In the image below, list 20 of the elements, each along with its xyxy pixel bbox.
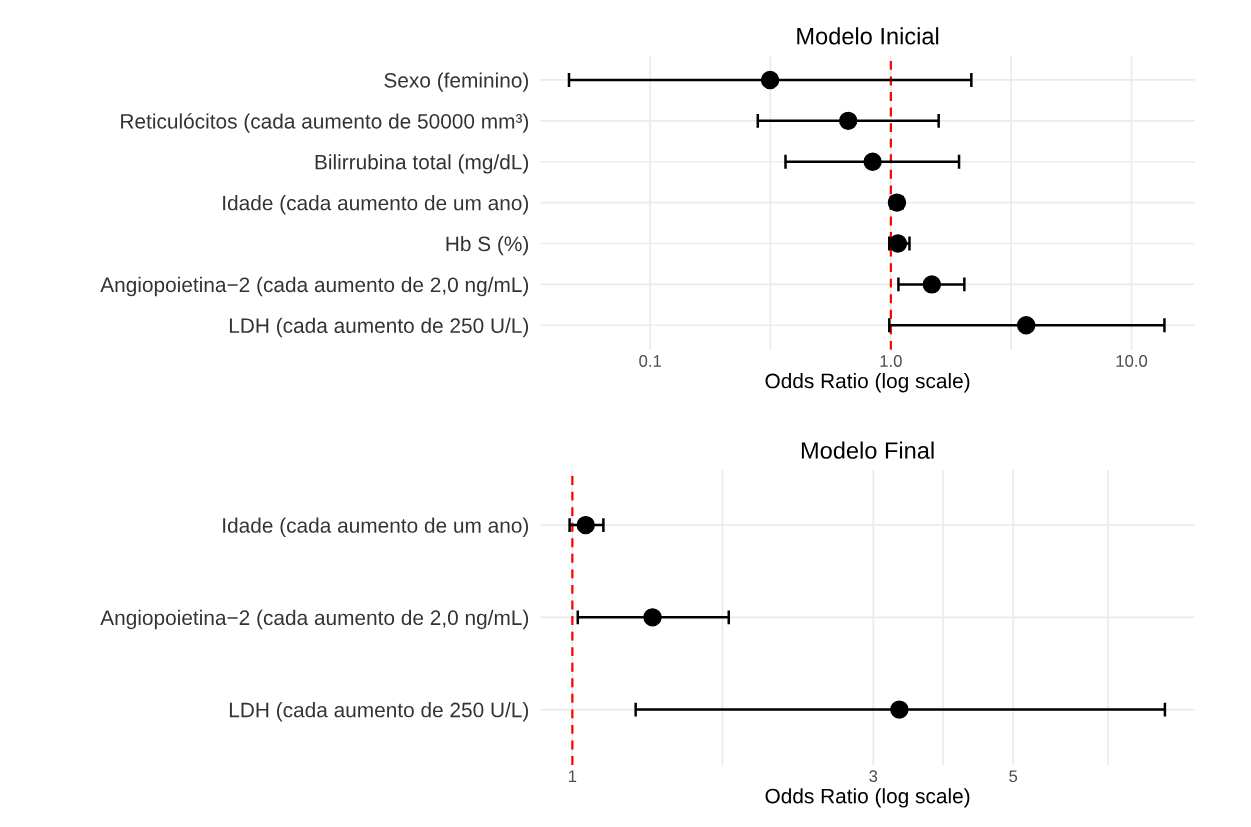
chart-title: Modelo Final: [801, 441, 934, 459]
x-tick-label: 5: [1009, 770, 1018, 783]
y-tick-label: Bilirrubina total (mg/dL): [315, 154, 529, 174]
y-tick-label: Sexo (feminino): [384, 72, 529, 92]
chart-title: Modelo Inicial: [797, 27, 939, 45]
y-tick-label: Reticulócitos (cada aumento de 50000 mm³): [121, 113, 529, 133]
x-axis-title: Odds Ratio (log scale): [765, 373, 970, 393]
x-tick-label: 1: [568, 770, 577, 782]
x-tick-label: 10.0: [1116, 355, 1148, 367]
y-tick-label: Idade (cada aumento de um ano): [223, 195, 529, 215]
y-tick-label: Idade (cada aumento de um ano): [223, 517, 529, 537]
y-tick-label: LDH (cada aumento de 250 U/L): [229, 317, 529, 338]
x-tick-label: 3: [869, 770, 878, 783]
x-tick-label: 1.0: [880, 355, 902, 367]
y-tick-label: Hb S (%): [446, 235, 529, 256]
x-tick-label: 0.1: [639, 355, 661, 367]
y-tick-label: Angiopoietina−2 (cada aumento de 2,0 ng/mL): [100, 609, 529, 630]
y-tick-label: LDH (cada aumento de 250 U/L): [229, 702, 529, 722]
x-axis-title: Odds Ratio (log scale): [765, 788, 970, 808]
y-tick-label: Angiopoietina−2 (cada aumento de 2,0 ng/mL): [100, 276, 529, 297]
